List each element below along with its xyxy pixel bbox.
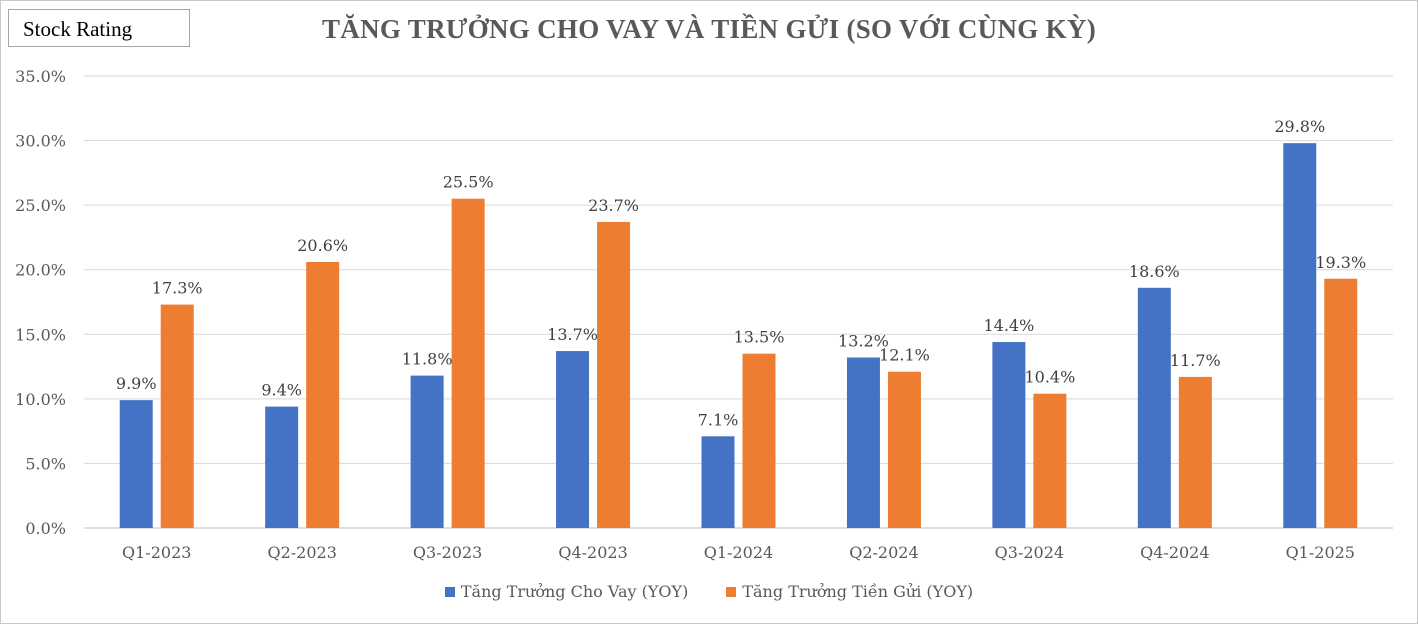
data-label-deposits: 13.5% bbox=[734, 328, 785, 347]
bar-deposits bbox=[160, 304, 194, 528]
y-tick-label: 30.0% bbox=[15, 132, 66, 151]
x-category-label: Q4-2023 bbox=[558, 543, 627, 562]
y-tick-label: 25.0% bbox=[15, 196, 66, 215]
legend-swatch-loans bbox=[444, 586, 455, 597]
data-label-loans: 14.4% bbox=[983, 316, 1034, 335]
x-category-label: Q1-2025 bbox=[1286, 543, 1355, 562]
data-label-loans: 9.4% bbox=[261, 381, 302, 400]
bar-loans bbox=[119, 400, 153, 528]
data-label-loans: 9.9% bbox=[116, 374, 157, 393]
data-label-loans: 13.7% bbox=[547, 325, 598, 344]
data-label-deposits: 12.1% bbox=[879, 346, 930, 365]
stock-rating-badge: Stock Rating bbox=[8, 9, 190, 47]
bar-deposits bbox=[597, 221, 631, 528]
legend-swatch-deposits bbox=[726, 586, 737, 597]
bar-loans bbox=[701, 436, 735, 528]
bar-deposits bbox=[1033, 393, 1067, 528]
y-tick-label: 35.0% bbox=[15, 67, 66, 86]
bar-deposits bbox=[306, 261, 340, 528]
y-tick-label: 10.0% bbox=[15, 390, 66, 409]
legend-item-loans: Tăng Trưởng Cho Vay (YOY) bbox=[444, 582, 689, 601]
legend-label-loans: Tăng Trưởng Cho Vay (YOY) bbox=[460, 582, 689, 601]
bar-loans bbox=[556, 351, 590, 528]
chart-title: TĂNG TRƯỞNG CHO VAY VÀ TIỀN GỬI (SO VỚI … bbox=[321, 14, 1097, 44]
data-label-deposits: 11.7% bbox=[1170, 351, 1221, 370]
x-category-label: Q2-2024 bbox=[849, 543, 918, 562]
legend-item-deposits: Tăng Trưởng Tiền Gửi (YOY) bbox=[726, 582, 973, 601]
bar-deposits bbox=[887, 371, 921, 528]
x-category-label: Q3-2024 bbox=[995, 543, 1064, 562]
x-category-label: Q3-2023 bbox=[413, 543, 482, 562]
data-label-deposits: 19.3% bbox=[1315, 253, 1366, 272]
data-label-deposits: 10.4% bbox=[1024, 368, 1075, 387]
x-axis-categories: Q1-2023 Q2-2023 Q3-2023 Q4-2023 Q1-2024 Q2-20… bbox=[122, 543, 1355, 562]
data-labels: 9.9% 17.3% 9.4% 20.6% 11.8% 25.5% 13.7% 23.7% 7.… bbox=[116, 117, 1366, 429]
bar-loans bbox=[1283, 143, 1317, 528]
data-label-loans: 11.8% bbox=[402, 350, 453, 369]
bar-deposits bbox=[451, 198, 485, 528]
y-axis-ticks: 0.0% 5.0% 10.0% 15.0% 20.0% 25.0% 30.0% 35.0% bbox=[15, 67, 66, 538]
data-label-loans: 7.1% bbox=[698, 410, 739, 429]
data-label-deposits: 20.6% bbox=[297, 236, 348, 255]
data-label-deposits: 17.3% bbox=[152, 279, 203, 298]
data-label-deposits: 23.7% bbox=[588, 196, 639, 215]
data-label-loans: 29.8% bbox=[1274, 117, 1325, 136]
x-category-label: Q4-2024 bbox=[1140, 543, 1209, 562]
legend-label-deposits: Tăng Trưởng Tiền Gửi (YOY) bbox=[742, 582, 974, 601]
bar-loans bbox=[1137, 287, 1171, 528]
bar-loans bbox=[410, 375, 444, 528]
bar-deposits bbox=[742, 353, 776, 528]
data-label-loans: 13.2% bbox=[838, 332, 889, 351]
data-label-deposits: 25.5% bbox=[443, 173, 494, 192]
bars bbox=[119, 143, 1358, 528]
bar-loans bbox=[846, 357, 880, 528]
y-tick-label: 5.0% bbox=[25, 454, 66, 473]
y-tick-label: 15.0% bbox=[15, 325, 66, 344]
bar-deposits bbox=[1324, 278, 1358, 528]
gridlines bbox=[84, 75, 1393, 529]
bar-deposits bbox=[1178, 376, 1212, 528]
x-category-label: Q1-2023 bbox=[122, 543, 191, 562]
data-label-loans: 18.6% bbox=[1129, 262, 1180, 281]
legend: Tăng Trưởng Cho Vay (YOY) Tăng Trưởng Ti… bbox=[0, 582, 1418, 601]
bar-loans bbox=[992, 342, 1026, 528]
y-tick-label: 0.0% bbox=[25, 519, 66, 538]
bar-loans bbox=[265, 406, 299, 528]
x-category-label: Q1-2024 bbox=[704, 543, 773, 562]
x-category-label: Q2-2023 bbox=[267, 543, 336, 562]
y-tick-label: 20.0% bbox=[15, 261, 66, 280]
